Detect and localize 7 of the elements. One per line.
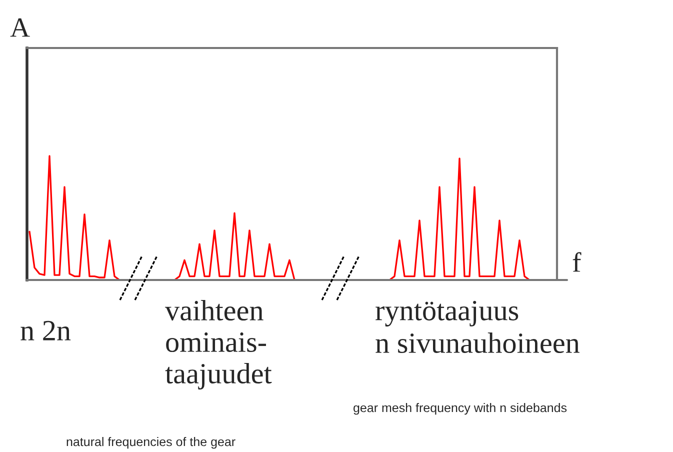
text: ryntötaajuus n sivunauhoineen bbox=[376, 300, 580, 354]
x-axis-title: f bbox=[572, 252, 582, 272]
text: vaihteen ominais- taajuudet bbox=[165, 300, 272, 390]
text: gear mesh frequency with n sidebands bbox=[354, 403, 567, 415]
y-axis-title: A bbox=[10, 18, 30, 37]
text: natural frequencies of the gear bbox=[66, 437, 236, 449]
text: n 2n bbox=[20, 320, 71, 340]
